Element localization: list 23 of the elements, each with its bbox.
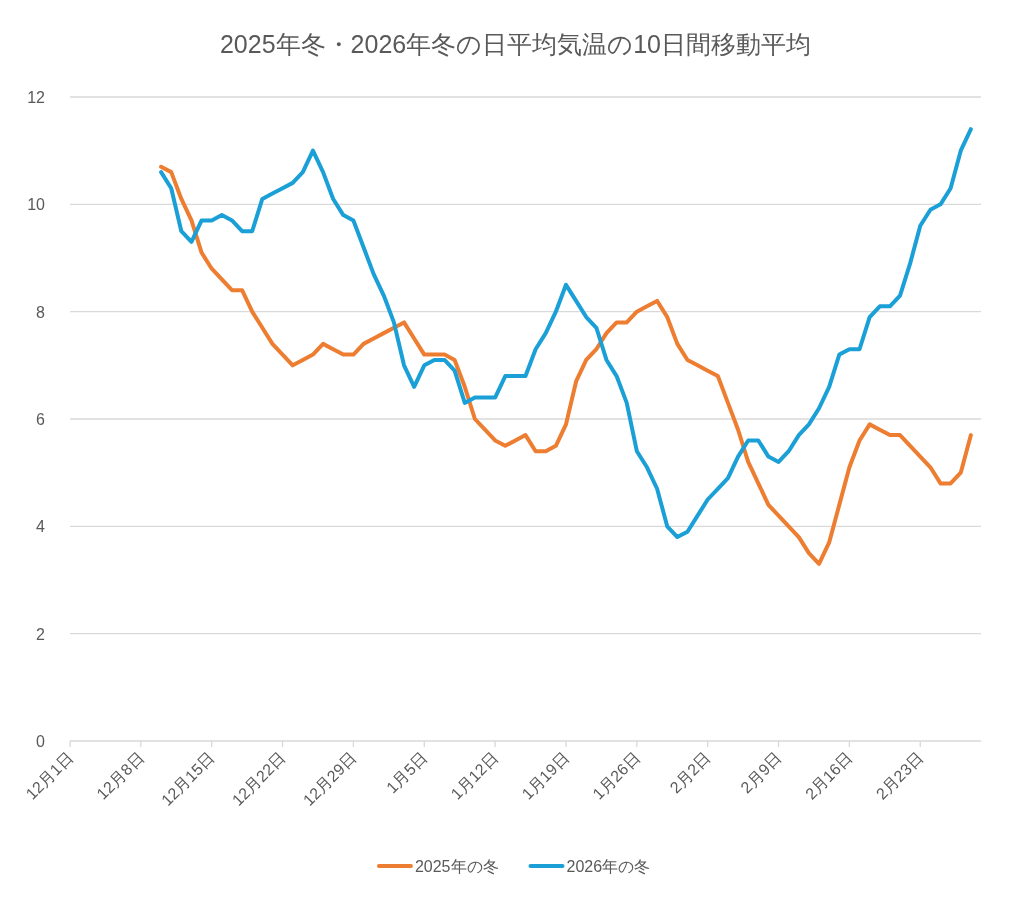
x-tick-label: 2月23日 [872, 749, 927, 803]
x-tick-label: 1月19日 [518, 749, 573, 803]
x-tick-label: 12月29日 [299, 749, 360, 809]
y-tick-label: 6 [36, 411, 46, 428]
legend-label: 2025年の冬 [414, 858, 499, 875]
y-tick-label: 0 [36, 733, 46, 750]
y-tick-label: 4 [36, 518, 46, 536]
x-tick-label: 2月9日 [737, 749, 785, 797]
x-tick-label: 1月5日 [383, 749, 431, 797]
y-tick-label: 2 [36, 625, 46, 643]
y-tick-label: 8 [36, 303, 46, 321]
x-tick-label: 12月1日 [22, 749, 77, 803]
x-tick-label: 12月8日 [93, 749, 147, 803]
x-tick-label: 12月15日 [158, 749, 218, 809]
legend-label: 2026年の冬 [566, 858, 651, 875]
x-tick-label: 2月16日 [802, 749, 856, 803]
x-tick-label: 1月26日 [589, 749, 643, 803]
x-tick-label: 2月2日 [666, 749, 714, 797]
y-tick-label: 12 [27, 89, 46, 106]
x-tick-label: 12月22日 [228, 749, 289, 809]
chart-title: 2025年冬・2026年冬の日平均気温の10日間移動平均 [219, 30, 812, 58]
y-tick-label: 10 [27, 196, 46, 214]
x-tick-label: 1月12日 [447, 749, 502, 803]
